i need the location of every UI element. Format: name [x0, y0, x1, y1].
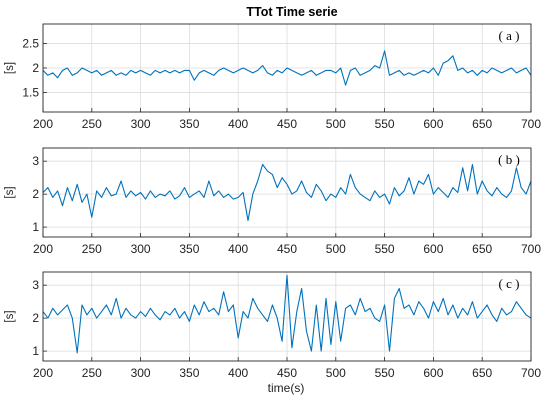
panel-a-ytick-label: 2.5 — [22, 37, 39, 51]
panel-b: 200 250 300 350 400 450 500 550 600 650 700 1 2 3 [s] (… — [4, 147, 541, 256]
panel-a-series-line — [42, 50, 532, 86]
panel-b-xtick-label: 500 — [326, 242, 346, 256]
panel-b-axes-box — [42, 147, 532, 238]
panel-a-xtick-label: 600 — [423, 117, 443, 131]
panel-c-xtick-label: 500 — [326, 366, 346, 380]
panel-c-xtick-label: 400 — [228, 366, 248, 380]
panel-c-ytick-label: 3 — [32, 278, 39, 292]
panel-a-axes-box — [42, 23, 532, 113]
panel-c-xtick-label: 550 — [375, 366, 395, 380]
panel-b-xtick-label: 650 — [472, 242, 492, 256]
panel-c-xtick-label: 200 — [33, 366, 53, 380]
panel-b-xtick-label: 450 — [277, 242, 297, 256]
panel-b-xtick-label: 600 — [423, 242, 443, 256]
panel-c-ytick-label: 1 — [32, 344, 39, 358]
panel-c-xtick-label: 450 — [277, 366, 297, 380]
panel-c-xtick-label: 300 — [131, 366, 151, 380]
panel-a-xtick-label: 650 — [472, 117, 492, 131]
panel-b-xtick-label: 200 — [33, 242, 53, 256]
panel-a-xtick-label: 200 — [33, 117, 53, 131]
panel-b-ytick-label: 3 — [32, 154, 39, 168]
panel-a-tag: ( a ) — [499, 28, 520, 43]
panel-c-tag: ( c ) — [499, 276, 520, 291]
panel-a-xtick-label: 700 — [521, 117, 541, 131]
panel-c-ytick-label: 2 — [32, 311, 39, 325]
panel-c-axes-box — [42, 271, 532, 362]
panel-a-xtick-label: 400 — [228, 117, 248, 131]
panel-c-xtick-label: 700 — [521, 366, 541, 380]
panel-c: 200 250 300 350 400 450 500 550 600 650 700 1 2 3 [s] (… — [4, 271, 541, 380]
panel-b-ytick-label: 2 — [32, 187, 39, 201]
panel-a-xtick-label: 350 — [179, 117, 199, 131]
panel-b-ytick-label: 1 — [32, 220, 39, 234]
panel-b-xtick-label: 350 — [179, 242, 199, 256]
panel-b-xtick-label: 700 — [521, 242, 541, 256]
panel-c-xtick-label: 350 — [179, 366, 199, 380]
panel-b-xtick-label: 400 — [228, 242, 248, 256]
panel-c-series-line — [42, 274, 532, 354]
panel-a-xtick-label: 250 — [82, 117, 102, 131]
panel-a: 200 250 300 350 400 450 500 550 600 650 700 1.5 2 2.5… — [4, 23, 541, 131]
panel-c-xtick-label: 250 — [82, 366, 102, 380]
panel-a-xtick-label: 450 — [277, 117, 297, 131]
panel-a-ytick-label: 2 — [32, 61, 39, 75]
panel-a-y-axis-label: [s] — [4, 62, 16, 74]
panel-b-series-line — [42, 163, 532, 222]
panel-c-y-axis-label: [s] — [4, 310, 16, 322]
panel-a-xtick-label: 500 — [326, 117, 346, 131]
panel-a-xtick-label: 550 — [375, 117, 395, 131]
x-axis-label: time(s) — [268, 381, 305, 395]
panel-b-tag: ( b ) — [498, 152, 520, 167]
panel-b-y-axis-label: [s] — [4, 186, 16, 198]
figure-title: TTot Time serie — [246, 5, 337, 19]
panel-a-xtick-label: 300 — [131, 117, 151, 131]
panel-b-xtick-label: 250 — [82, 242, 102, 256]
panel-b-xtick-label: 550 — [375, 242, 395, 256]
panel-c-xtick-label: 650 — [472, 366, 492, 380]
panel-c-xtick-label: 600 — [423, 366, 443, 380]
panel-b-xtick-label: 300 — [131, 242, 151, 256]
panel-a-ytick-label: 1.5 — [22, 85, 39, 99]
